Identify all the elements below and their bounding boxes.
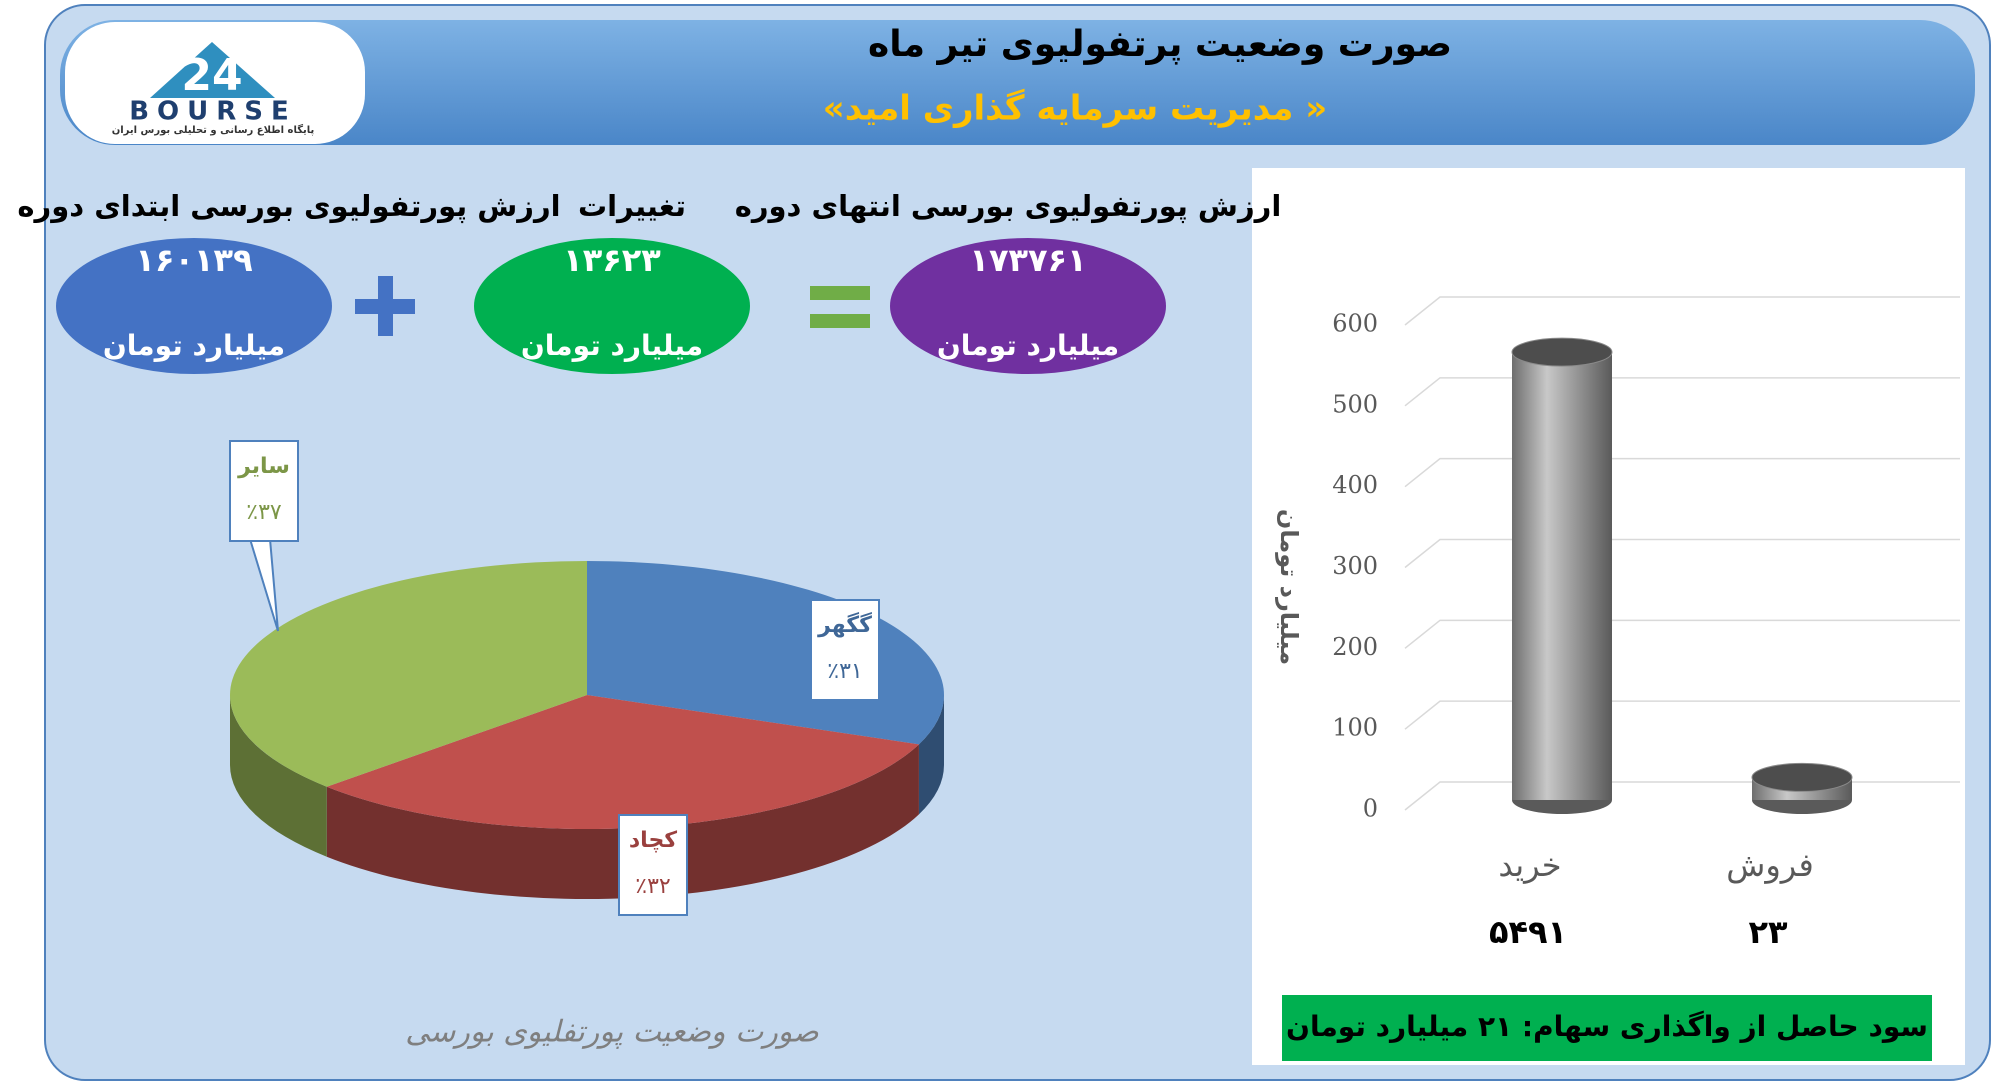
plus [378,276,393,336]
footer-text: سود حاصل از واگذاری سهام: ۲۱ میلیارد توم… [1286,1010,1928,1043]
category-label: سایر [237,454,290,479]
summary-oval [56,238,332,374]
y-tick-label: 200 [1332,633,1378,661]
logo-name: BOURSE [129,97,297,127]
summary-value: ۱۶۰۱۳۹ [135,241,252,279]
summary-label: تغییرات [578,189,686,223]
slice [229,561,587,787]
subtitle: «مدیریت سرمایه گذاری امید » [823,89,1327,129]
grid-line [1404,619,1960,649]
summary-unit: میلیارد تومان [937,329,1119,362]
value-label: ۲۳ [1748,913,1788,951]
slice-side [326,744,919,899]
y-tick-label: 500 [1332,390,1378,418]
equals [810,314,870,328]
grid-line [1404,538,1960,569]
grid-line [1404,377,1960,407]
bar-cap [1751,762,1853,792]
y-tick-label: 400 [1332,471,1378,499]
y-axis-label: میلیارد تومان [1275,509,1303,665]
y-tick-label: 100 [1332,714,1378,742]
slice-side [918,695,944,815]
data-label-box [810,599,880,701]
title: صورت وضعیت پرتفولیوی تیر ماه [868,24,1452,65]
grid-line [1404,296,1960,326]
summary-unit: میلیارد تومان [103,329,285,362]
y-tick-label: 600 [1332,310,1378,338]
pie-title: صورت وضعیت پورتفلیوی بورسی [405,1015,819,1050]
x-tick-label: فروش [1726,846,1813,884]
summary-value: ۱۳۶۲۳ [563,241,661,279]
value-label: ٪۳۲ [635,874,670,899]
summary-value: ۱۷۳۷۶۱ [969,241,1086,279]
grid-line [1404,700,1960,730]
logo-caption: پایگاه اطلاع رسانی و تحلیلی بورس ایران [112,123,315,136]
summary-unit: میلیارد تومان [521,329,703,362]
x-tick-label: خرید [1498,846,1561,884]
logo-mark: 24 [181,50,242,101]
slice-side [230,695,327,857]
header-bar [60,20,1975,145]
footer-box [1282,995,1932,1061]
y-tick-label: 0 [1363,795,1378,823]
summary-oval [474,238,750,374]
category-label: کچاد [629,828,677,853]
bar [1512,352,1612,800]
summary-label: ارزش پورتفولیوی بورسی انتهای دوره [735,189,1282,224]
summary-label: ارزش پورتفولیوی بورسی ابتدای دوره [17,189,560,224]
bar-cap [1511,337,1613,367]
value-label: ٪۳۷ [246,500,282,525]
value-label: ٪۳۱ [827,659,862,684]
data-label-box [229,440,299,542]
y-tick-label: 300 [1332,552,1378,580]
summary-oval [890,238,1166,374]
equals [810,286,870,300]
data-label-box [618,814,688,916]
callout-pointer [249,538,279,632]
grid-line [1404,457,1960,488]
value-label: ۵۴۹۱ [1489,913,1567,951]
logo-roof [150,42,275,98]
category-label: گگهر [817,611,872,638]
slice [326,695,919,829]
